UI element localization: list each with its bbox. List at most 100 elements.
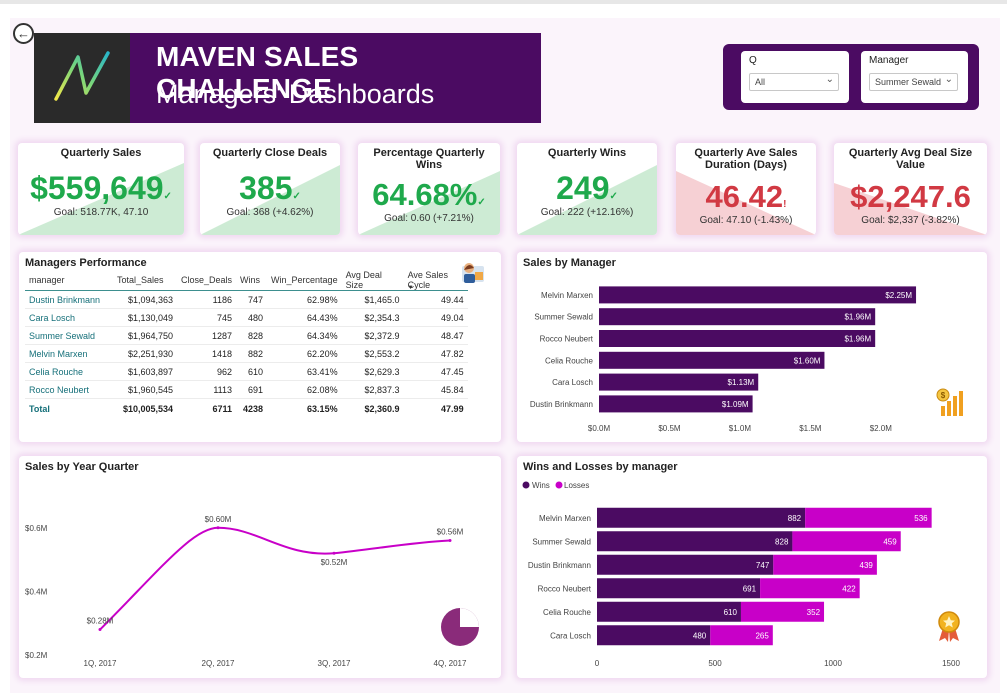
manager-slicer-label: Manager — [869, 55, 909, 66]
y-tick-label: $0.2M — [25, 651, 48, 660]
category-label: Dustin Brinkmann — [528, 561, 591, 570]
legend-label: Wins — [532, 481, 550, 490]
x-tick-label: 1500 — [942, 659, 960, 668]
kpi-goal: Goal: 47.10 (-1.43%) — [699, 215, 793, 226]
table-row[interactable]: Melvin Marxen $2,251,930 1418 882 62.20%… — [25, 344, 468, 363]
cell: $1,960,545 — [113, 380, 177, 399]
check-icon: ✓ — [477, 197, 486, 208]
cell: 49.44 — [403, 290, 468, 309]
x-tick-label: $2.0M — [870, 424, 893, 433]
bar-wins — [597, 554, 774, 575]
column-header[interactable]: Total_Sales — [113, 270, 177, 291]
table-row[interactable]: Rocco Neubert $1,960,545 1113 691 62.08%… — [25, 380, 468, 399]
kpi-value: 249✓ — [556, 170, 618, 206]
kpi-title: Quarterly Ave Sales Duration (Days) — [694, 147, 798, 171]
category-label: Celia Rouche — [543, 608, 592, 617]
table-row[interactable]: Celia Rouche $1,603,897 962 610 63.41% $… — [25, 362, 468, 381]
kpi-trend-area — [676, 171, 816, 235]
x-tick-label: $0.0M — [588, 424, 611, 433]
q-slicer: Q All ⌄ — [741, 51, 849, 103]
bar-losses — [760, 578, 860, 599]
bar-value-label: 691 — [743, 584, 757, 593]
cell: $1,465.0 — [341, 290, 404, 309]
bar-wins — [597, 578, 761, 599]
kpi-title: Quarterly Wins — [547, 147, 627, 159]
kpi-goal: Goal: $2,337 (-3.82%) — [861, 215, 960, 226]
category-label: Cara Losch — [550, 631, 591, 640]
category-label: Melvin Marxen — [541, 291, 593, 300]
bar-value-label: 480 — [693, 631, 707, 640]
x-tick-label: $1.5M — [799, 424, 822, 433]
kpi-title: Percentage Quarterly Wins — [373, 147, 485, 171]
cell-manager: Cara Losch — [25, 308, 113, 327]
maven-logo-icon — [54, 51, 110, 101]
table-row[interactable]: Summer Sewald $1,964,750 1287 828 64.34%… — [25, 326, 468, 345]
legend-swatch-wins — [522, 481, 530, 489]
bar-value-label: 536 — [914, 514, 928, 523]
page-title: MAVEN SALES CHALLENGE — [156, 41, 359, 104]
data-label: $0.60M — [205, 515, 232, 524]
wins-losses-chart: Wins Losses Melvin Marxen 882 536 Summer Sewa… — [522, 481, 960, 668]
kpi-card-avg-deal-size: Quarterly Avg Deal Size Value $2,247.6 G… — [834, 143, 987, 235]
bar — [599, 308, 876, 326]
cell: 882 — [236, 344, 268, 363]
cell: 62.08% — [267, 380, 342, 399]
cell: 45.84 — [403, 380, 468, 399]
cell: 747 — [236, 290, 268, 309]
column-header[interactable]: Wins — [236, 270, 268, 291]
column-header-sorted[interactable]: Ave Sales Cycle ▼ — [403, 270, 468, 291]
svg-text:$: $ — [941, 391, 946, 400]
category-label: Celia Rouche — [545, 356, 594, 365]
category-label: Dustin Brinkmann — [530, 400, 593, 409]
table-header-row: manager Total_Sales Close_Deals Wins Win… — [25, 270, 468, 291]
cell: 64.34% — [267, 326, 342, 345]
kpi-trend-area — [517, 165, 657, 235]
bar-value-label: 352 — [807, 608, 821, 617]
sort-descending-icon: ▼ — [407, 285, 414, 291]
header-banner: MAVEN SALES CHALLENGE Managers' Dashboar… — [34, 33, 541, 123]
column-header[interactable]: manager — [25, 270, 113, 291]
cell: $2,553.2 — [341, 344, 404, 363]
q-slicer-label: Q — [749, 55, 757, 66]
legend-label: Losses — [564, 481, 589, 490]
bar — [599, 286, 917, 304]
bar-value-label: $1.09M — [722, 400, 749, 409]
kpi-card-quarterly-wins: Quarterly Wins 249✓ Goal: 222 (+12.16%) — [517, 143, 657, 235]
x-tick-label: $0.5M — [658, 424, 681, 433]
manager-slicer: Manager Summer Sewald ⌄ — [861, 51, 968, 103]
bar-value-label: 610 — [724, 608, 738, 617]
sales-by-quarter-panel: Sales by Year Quarter $0.2M $0.4M $0.6M $0.… — [19, 456, 501, 678]
kpi-value: 46.42! — [705, 179, 787, 214]
cell-manager: Rocco Neubert — [25, 380, 113, 399]
table-row[interactable]: Dustin Brinkmann $1,094,363 1186 747 62.… — [25, 290, 468, 309]
cell: 48.47 — [403, 326, 468, 345]
kpi-goal: Goal: 518.77K, 47.10 — [53, 207, 149, 218]
panel-title: Wins and Losses by manager — [523, 461, 678, 473]
kpi-card-percentage-quarterly-wins: Percentage Quarterly Wins 64.68%✓ Goal: … — [358, 143, 500, 235]
cell: 1418 — [177, 344, 237, 363]
column-header[interactable]: Close_Deals — [177, 270, 237, 291]
cell: 62.98% — [267, 290, 342, 309]
kpi-value: $2,247.6 — [850, 179, 971, 214]
data-label: $0.28M — [87, 617, 114, 626]
manager-dropdown[interactable]: Summer Sewald ⌄ — [869, 73, 958, 91]
cell: 62.20% — [267, 344, 342, 363]
back-arrow-icon[interactable]: ← — [13, 23, 34, 44]
cell: $2,251,930 — [113, 344, 177, 363]
bar-value-label: 439 — [860, 561, 874, 570]
chevron-down-icon: ⌄ — [825, 74, 834, 85]
cell-manager: Dustin Brinkmann — [25, 290, 113, 309]
column-header[interactable]: Win_Percentage — [267, 270, 342, 291]
cell: 47.45 — [403, 362, 468, 381]
column-header[interactable]: Avg Deal Size — [341, 270, 404, 291]
bar-losses — [740, 601, 825, 622]
bar-wins — [597, 601, 741, 622]
q-dropdown[interactable]: All ⌄ — [749, 73, 839, 91]
sales-by-quarter-chart: $0.2M $0.4M $0.6M $0.28M 1Q, 2017 $0.60M 2Q, 2… — [25, 515, 467, 668]
performance-table: manager Total_Sales Close_Deals Wins Win… — [25, 270, 468, 419]
cell: $1,603,897 — [113, 362, 177, 381]
cell: 610 — [236, 362, 268, 381]
growth-chart-icon: $ — [936, 388, 963, 416]
table-row[interactable]: Cara Losch $1,130,049 745 480 64.43% $2,… — [25, 308, 468, 327]
bar-value-label: 265 — [755, 631, 769, 640]
